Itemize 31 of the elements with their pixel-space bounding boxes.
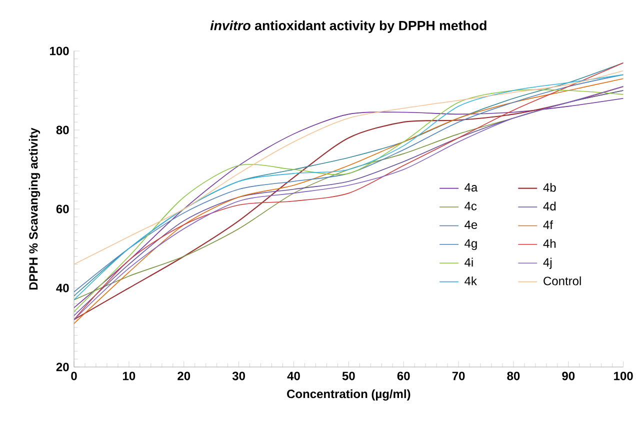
legend-label: Control xyxy=(544,276,581,286)
legend-label: 4k xyxy=(464,276,477,286)
x-tick-label: 60 xyxy=(397,372,410,380)
legend-label: 4b xyxy=(543,182,556,192)
x-tick-label: 20 xyxy=(178,372,190,380)
x-tick-label: 0 xyxy=(71,372,77,380)
chart-title: invitro antioxidant activity by DPPH method xyxy=(210,20,486,33)
legend-label: 4a xyxy=(464,183,478,192)
legend-label: 4i xyxy=(464,258,473,266)
x-tick-label: 90 xyxy=(562,372,575,380)
legend-label: 4j xyxy=(543,258,552,269)
x-tick-label: 30 xyxy=(232,372,245,380)
y-tick-label: 40 xyxy=(56,284,69,292)
legend-label: 4g xyxy=(464,239,477,250)
legend-label: 4e xyxy=(464,220,478,229)
legend-label: 4d xyxy=(543,202,556,210)
x-tick-label: 100 xyxy=(614,372,633,380)
legend-label: 4c xyxy=(464,202,477,210)
legend-label: 4h xyxy=(543,239,556,248)
x-axis-title: Concentration (µg/ml) xyxy=(287,389,410,401)
legend-label: 4f xyxy=(543,220,554,230)
x-tick-label: 40 xyxy=(287,372,300,380)
x-tick-label: 70 xyxy=(452,372,465,380)
x-tick-label: 10 xyxy=(123,372,136,380)
y-tick-label: 100 xyxy=(50,46,69,56)
y-axis-title: DPPH % Scavanging activity xyxy=(28,128,40,290)
y-tick-label: 60 xyxy=(56,204,69,214)
y-tick-label: 80 xyxy=(56,126,69,134)
y-tick-label: 20 xyxy=(56,362,69,372)
x-tick-label: 50 xyxy=(342,372,355,380)
x-tick-label: 80 xyxy=(507,372,520,380)
